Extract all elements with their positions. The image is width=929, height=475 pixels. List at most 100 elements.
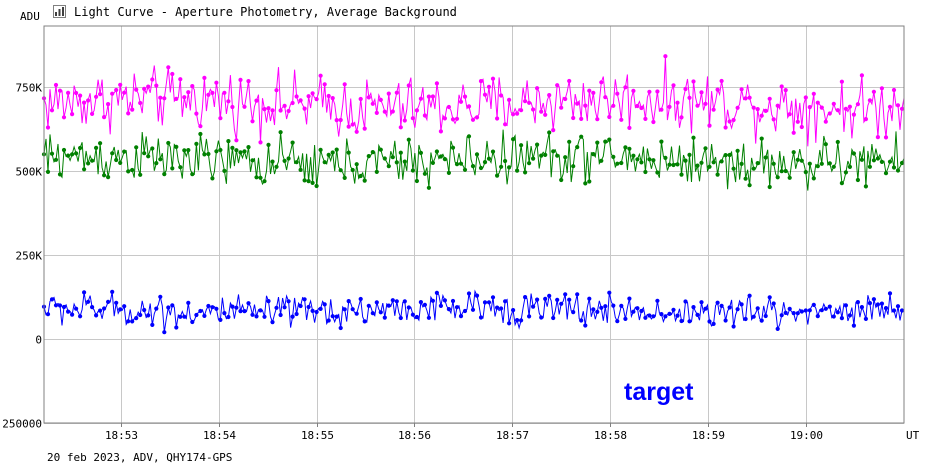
data-point-comparison-2 bbox=[45, 169, 51, 174]
data-point-target bbox=[250, 312, 255, 317]
data-point-target bbox=[707, 319, 712, 324]
data-point-comparison-1 bbox=[759, 113, 764, 118]
data-point-target bbox=[53, 303, 59, 308]
data-point-target bbox=[450, 298, 456, 304]
data-point-target bbox=[170, 303, 175, 308]
data-point-target bbox=[462, 308, 468, 314]
data-point-comparison-2 bbox=[679, 172, 684, 177]
data-point-comparison-1 bbox=[290, 100, 295, 106]
data-point-target bbox=[430, 298, 435, 303]
data-point-comparison-2 bbox=[595, 140, 600, 145]
data-point-target bbox=[78, 314, 83, 319]
plot-frame bbox=[43, 25, 905, 424]
data-point-comparison-1 bbox=[458, 99, 464, 104]
data-point-target bbox=[214, 306, 219, 311]
y-tick-label: 0 bbox=[35, 334, 42, 347]
data-point-comparison-2 bbox=[53, 157, 59, 162]
data-point-comparison-1 bbox=[110, 91, 115, 96]
data-point-comparison-2 bbox=[426, 185, 431, 190]
data-point-target bbox=[114, 300, 119, 305]
data-point-comparison-2 bbox=[486, 156, 492, 161]
data-point-target bbox=[166, 305, 171, 310]
data-point-target bbox=[539, 315, 544, 320]
data-point-comparison-2 bbox=[390, 155, 395, 160]
data-point-comparison-1 bbox=[595, 117, 600, 122]
data-point-comparison-2 bbox=[703, 146, 708, 151]
data-point-target bbox=[587, 296, 592, 301]
data-point-comparison-1 bbox=[446, 104, 451, 110]
window-title: Light Curve - Aperture Photometry, Avera… bbox=[74, 5, 457, 19]
data-point-target bbox=[150, 322, 155, 327]
data-point-target bbox=[270, 320, 275, 325]
data-point-comparison-2 bbox=[346, 150, 351, 155]
data-point-comparison-1 bbox=[547, 93, 552, 98]
data-point-comparison-1 bbox=[146, 84, 151, 89]
data-point-target bbox=[198, 308, 203, 314]
data-point-comparison-2 bbox=[535, 142, 540, 147]
data-point-comparison-1 bbox=[507, 97, 512, 102]
data-point-comparison-2 bbox=[70, 152, 75, 157]
data-point-target bbox=[422, 302, 427, 307]
data-point-comparison-2 bbox=[763, 155, 768, 160]
data-point-target bbox=[631, 309, 636, 314]
data-point-comparison-2 bbox=[186, 148, 191, 153]
data-point-comparison-2 bbox=[567, 139, 572, 144]
data-point-target bbox=[591, 307, 596, 312]
data-point-comparison-2 bbox=[458, 161, 464, 166]
data-point-target bbox=[398, 315, 403, 321]
data-point-comparison-2 bbox=[418, 150, 423, 155]
series-line-target bbox=[43, 289, 905, 333]
data-point-comparison-1 bbox=[527, 100, 532, 105]
data-point-comparison-1 bbox=[791, 130, 796, 135]
data-point-target bbox=[262, 314, 267, 319]
data-point-target bbox=[791, 311, 796, 316]
data-point-comparison-2 bbox=[202, 152, 207, 157]
data-point-comparison-1 bbox=[122, 90, 127, 95]
data-point-target bbox=[627, 296, 632, 301]
data-point-target bbox=[334, 314, 339, 319]
data-point-comparison-2 bbox=[803, 170, 808, 175]
data-point-target bbox=[859, 305, 865, 310]
data-point-comparison-2 bbox=[671, 162, 676, 168]
data-point-target bbox=[535, 297, 540, 302]
data-point-target bbox=[82, 290, 87, 295]
data-point-target bbox=[623, 316, 628, 321]
data-point-target bbox=[286, 299, 291, 304]
data-point-comparison-2 bbox=[827, 161, 832, 166]
data-point-target bbox=[218, 317, 223, 322]
data-point-comparison-1 bbox=[799, 124, 804, 130]
data-point-comparison-1 bbox=[691, 79, 696, 84]
data-point-target bbox=[230, 304, 235, 309]
data-point-target bbox=[94, 313, 99, 318]
data-point-comparison-2 bbox=[78, 145, 83, 151]
data-point-comparison-2 bbox=[727, 152, 732, 158]
data-point-comparison-2 bbox=[146, 154, 151, 159]
data-point-target bbox=[374, 300, 379, 305]
data-point-comparison-1 bbox=[78, 93, 83, 98]
data-point-comparison-1 bbox=[683, 86, 688, 92]
data-point-comparison-1 bbox=[414, 108, 419, 113]
data-point-target bbox=[507, 321, 512, 326]
data-point-comparison-2 bbox=[222, 168, 227, 173]
data-point-comparison-1 bbox=[835, 108, 840, 113]
data-point-comparison-1 bbox=[342, 82, 347, 87]
data-point-comparison-1 bbox=[406, 83, 411, 88]
data-point-target bbox=[867, 301, 873, 306]
data-point-target bbox=[671, 307, 676, 312]
data-point-comparison-2 bbox=[539, 153, 544, 158]
data-point-comparison-2 bbox=[370, 150, 375, 155]
series-annotation-target: target bbox=[624, 378, 694, 406]
data-point-target bbox=[382, 315, 387, 320]
data-point-comparison-2 bbox=[815, 164, 820, 169]
data-point-comparison-2 bbox=[495, 173, 500, 178]
data-point-comparison-1 bbox=[266, 106, 271, 111]
data-point-target bbox=[310, 308, 315, 313]
data-point-comparison-1 bbox=[206, 92, 211, 97]
data-point-target bbox=[278, 312, 283, 318]
data-point-comparison-2 bbox=[182, 148, 187, 153]
data-point-comparison-2 bbox=[651, 158, 656, 163]
data-point-target bbox=[703, 306, 708, 311]
data-point-target bbox=[847, 313, 853, 318]
data-point-comparison-2 bbox=[847, 164, 853, 169]
data-point-target bbox=[543, 296, 548, 301]
